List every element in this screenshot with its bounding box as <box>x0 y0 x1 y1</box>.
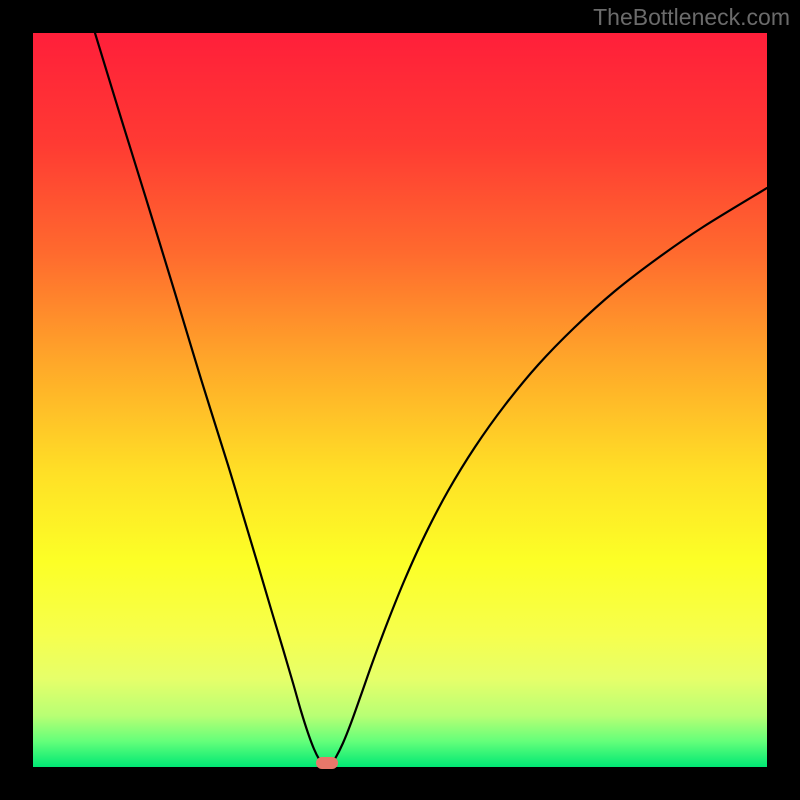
chart-frame: TheBottleneck.com <box>0 0 800 800</box>
plot-area <box>33 33 767 767</box>
bottleneck-curve <box>33 33 767 767</box>
optimum-marker <box>316 757 338 769</box>
watermark-text: TheBottleneck.com <box>593 4 790 31</box>
